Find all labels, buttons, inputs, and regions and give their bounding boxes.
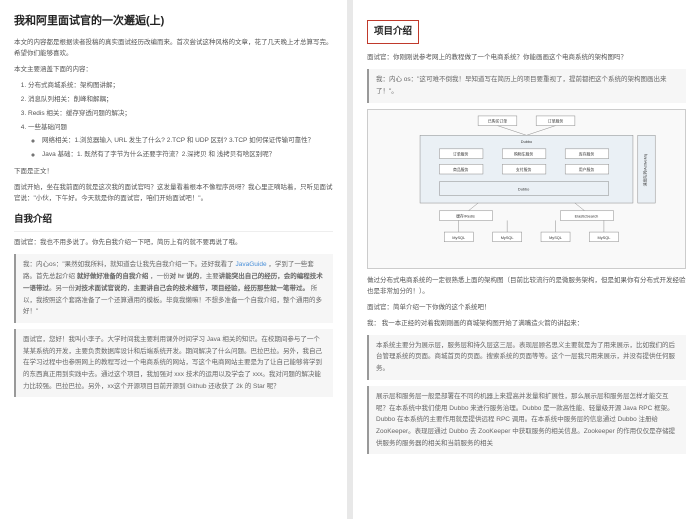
list-item: Redis 相关：缓存穿透问题的解决； — [28, 108, 333, 119]
svg-text:商品服务: 商品服务 — [453, 167, 469, 172]
svg-text:订单服务: 订单服务 — [548, 118, 564, 123]
heading-project-intro: 项目介绍 — [367, 20, 419, 44]
outline-list: 分布式商城系统：架构图讲解； 消息队列相关：削峰和解耦； Redis 相关：缓存… — [28, 80, 333, 160]
body-paragraph: 面试官：你刚刚说参考网上的教程做了一个电商系统？你能画画这个电商系统的架构图吗？ — [367, 52, 686, 63]
svg-text:消息队列/ActiveMq: 消息队列/ActiveMq — [643, 153, 648, 185]
svg-text:ElasticSearch: ElasticSearch — [575, 213, 599, 218]
section-lead: 下面是正文！ — [14, 166, 333, 177]
list-item: Java 基础：1. 既然有了字节为什么还要字符流？2.深拷贝 和 浅拷贝有啥区… — [42, 149, 333, 160]
project-desc-quote-2: 展示层和服务层一般是部署在不同的机器上来提高并发量和扩展性，那么展示层和服务层怎… — [367, 386, 686, 454]
svg-text:订单服务: 订单服务 — [453, 151, 469, 156]
inner-thought-quote: 我：内心 os："这可难不倒我！早知道写在简历上的项目要重视了，提前都把这个系统… — [367, 69, 686, 102]
page-right: 项目介绍 面试官：你刚刚说参考网上的教程做了一个电商系统？你能画画这个电商系统的… — [353, 0, 700, 519]
svg-text:已购买订单: 已购买订单 — [488, 118, 507, 123]
svg-text:MySQL: MySQL — [452, 234, 466, 239]
body-paragraph: 面试开始，坐在我前面的就是这次我的面试官吗？这发量看着根本不像程序员呀？我心里正… — [14, 182, 333, 204]
intro-paragraph-2: 本文主要涵盖下面的内容： — [14, 64, 333, 75]
architecture-diagram: 已购买订单 订单服务 Dubbo 订单服务 购物车服务 库存服务 商品服务 支付… — [367, 109, 686, 269]
body-paragraph: 面试官：我也不用多说了。你先自我介绍一下吧，简历上有的就不要再说了哦。 — [14, 237, 333, 248]
list-item: 分布式商城系统：架构图讲解； — [28, 80, 333, 91]
svg-text:用户服务: 用户服务 — [579, 167, 595, 172]
sublist: 网络相关：1.浏览器输入 URL 发生了什么? 2.TCP 和 UDP 区别? … — [42, 135, 333, 160]
body-paragraph: 做过分布式电商系统的一定很熟悉上面的架构图（目前比较流行的是微服务架构，但是如果… — [367, 275, 686, 297]
project-desc-quote-1: 本系统主要分为展示层，服务层和持久层这三层。表现层顾名思义主要就是为了用来展示，… — [367, 335, 686, 380]
intro-paragraph-1: 本文的内容都是根据读者投稿的真实面试经历改编而来。首次尝试这种风格的文章，花了几… — [14, 37, 333, 59]
list-item: 一些基础问题 网络相关：1.浏览器输入 URL 发生了什么? 2.TCP 和 U… — [28, 122, 333, 160]
svg-text:MySQL: MySQL — [549, 234, 563, 239]
svg-text:MySQL: MySQL — [597, 234, 611, 239]
self-intro-quote: 面试官，您好！我叫小李子。大学时间我主要利用课外时间学习 Java 相关的知识。… — [14, 329, 333, 397]
page-title: 我和阿里面试官的一次邂逅(上) — [14, 12, 333, 31]
body-paragraph: 我： 我一本正经的对着我刚刚画的商城架构图开始了满嘴造火箭的讲起来： — [367, 318, 686, 329]
svg-text:库存服务: 库存服务 — [579, 151, 595, 156]
svg-text:购物车服务: 购物车服务 — [514, 151, 533, 156]
heading-self-intro: 自我介绍 — [14, 212, 333, 232]
page-left: 我和阿里面试官的一次邂逅(上) 本文的内容都是根据读者投稿的真实面试经历改编而来… — [0, 0, 347, 519]
svg-text:缓存/Redis: 缓存/Redis — [456, 213, 475, 218]
body-paragraph: 面试官：简单介绍一下你做的这个系统吧！ — [367, 302, 686, 313]
svg-text:支付服务: 支付服务 — [516, 167, 532, 172]
svg-text:Dubbo: Dubbo — [521, 139, 532, 144]
inner-thought-quote: 我：内心os："果然如我所料，就知道会让我先自我介绍一下。还好我看了 JavaG… — [14, 254, 333, 322]
svg-text:MySQL: MySQL — [501, 234, 515, 239]
svg-text:Dubbo: Dubbo — [518, 186, 529, 191]
list-item: 网络相关：1.浏览器输入 URL 发生了什么? 2.TCP 和 UDP 区别? … — [42, 135, 333, 146]
list-item: 消息队列相关：削峰和解耦； — [28, 94, 333, 105]
list-item-label: 一些基础问题 — [28, 124, 67, 131]
